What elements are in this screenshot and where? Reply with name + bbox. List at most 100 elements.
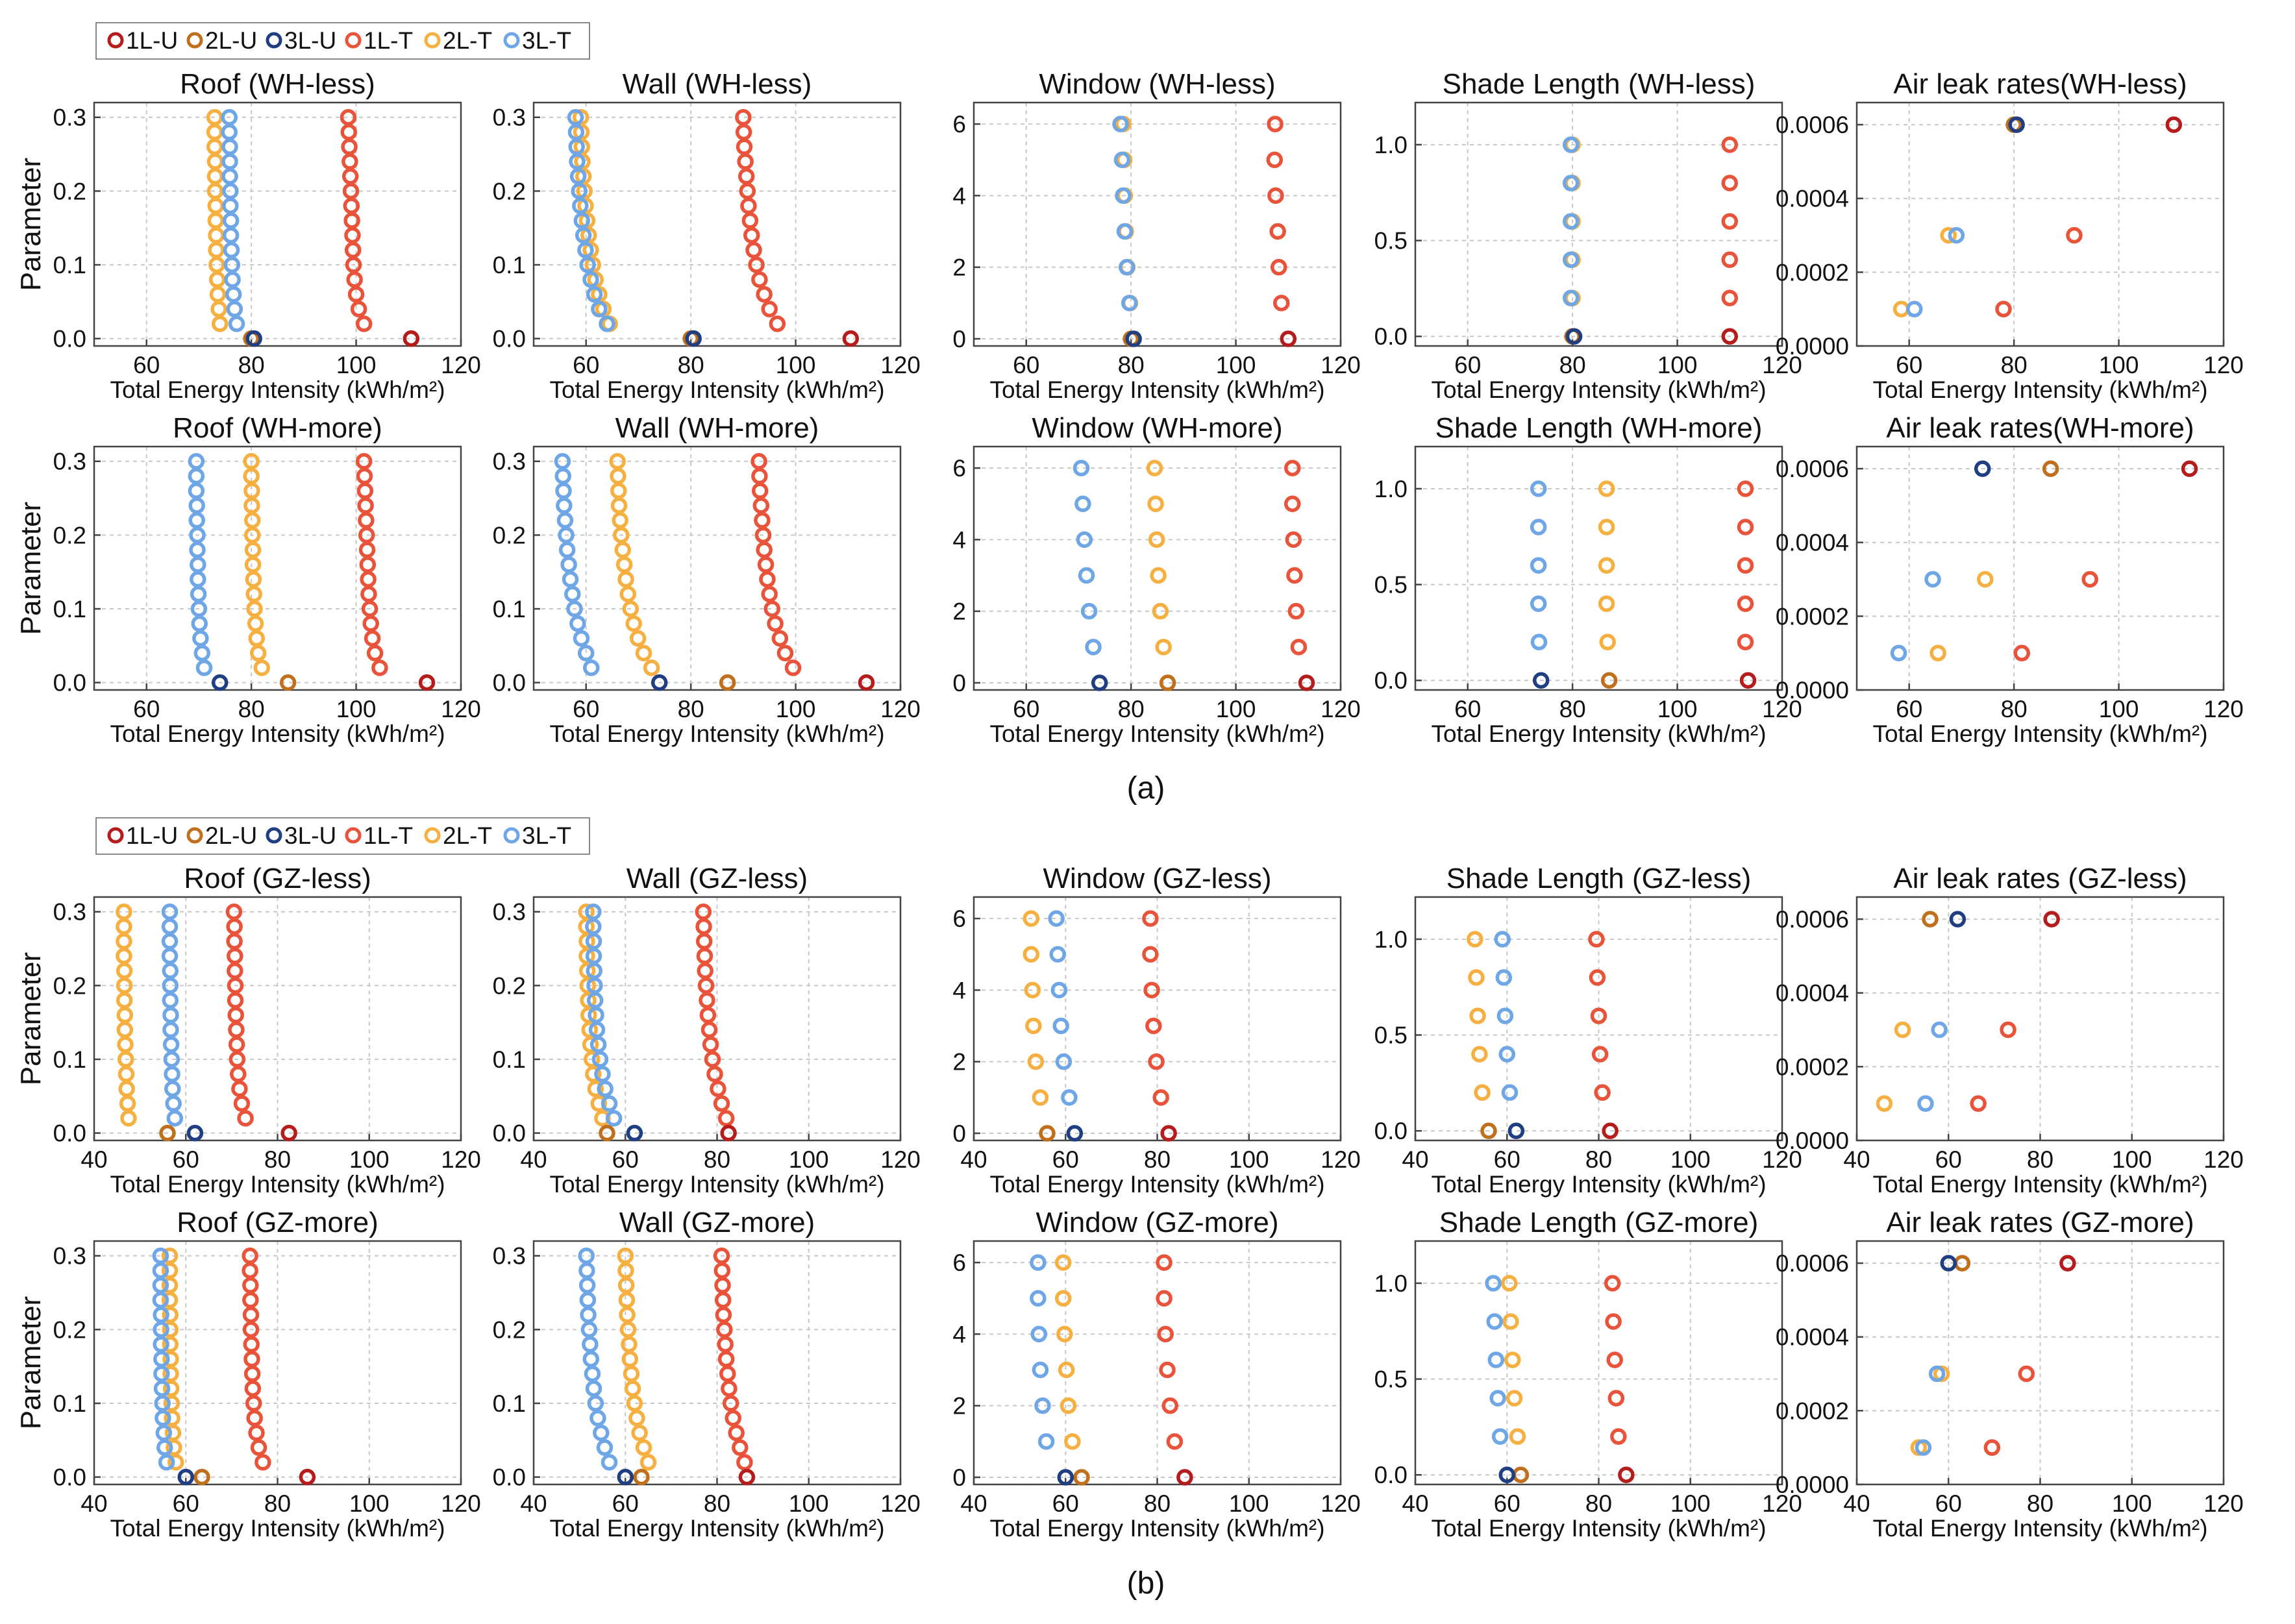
data-point-3L-T bbox=[1032, 1361, 1049, 1379]
data-point-1L-T bbox=[728, 1424, 745, 1442]
y-tick-label: 0.3 bbox=[493, 899, 526, 926]
caption-a: (a) bbox=[1127, 771, 1165, 806]
data-point-1L-T bbox=[761, 585, 778, 603]
data-point-1L-T bbox=[1606, 1351, 1623, 1368]
data-point-3L-T bbox=[1530, 519, 1547, 535]
y-tick-label: 0.0000 bbox=[1776, 1127, 1849, 1154]
data-point-3L-U bbox=[685, 330, 702, 347]
data-point-1L-T bbox=[360, 571, 377, 588]
data-point-2L-T bbox=[167, 1454, 184, 1471]
data-point-1L-T bbox=[1157, 1325, 1174, 1343]
data-point-1L-T bbox=[360, 585, 377, 603]
data-point-3L-T bbox=[190, 556, 206, 573]
data-point-1L-T bbox=[1721, 175, 1739, 191]
data-point-3L-T bbox=[1486, 1313, 1503, 1330]
data-point-1L-T bbox=[1591, 1046, 1609, 1063]
data-point-1L-T bbox=[358, 511, 375, 529]
data-point-2L-T bbox=[209, 286, 227, 303]
y-tick-label: 0.0 bbox=[493, 1120, 526, 1147]
x-tick-label: 120 bbox=[1321, 352, 1361, 378]
data-point-3L-U bbox=[1949, 911, 1966, 928]
chart-title: Window (GZ-more) bbox=[1036, 1207, 1278, 1238]
data-point-2L-T bbox=[629, 630, 647, 647]
data-point-1L-T bbox=[1594, 1084, 1611, 1101]
chart-title: Roof (WH-less) bbox=[180, 68, 375, 100]
data-point-1L-T bbox=[1166, 1433, 1184, 1450]
x-tick-label: 60 bbox=[133, 352, 160, 378]
data-point-1L-T bbox=[1605, 1313, 1622, 1330]
data-point-1L-T bbox=[754, 511, 771, 529]
y-tick-label: 0.0004 bbox=[1776, 1324, 1849, 1351]
x-tick-label: 120 bbox=[1321, 696, 1361, 722]
y-tick-label: 1.0 bbox=[1374, 1270, 1408, 1297]
data-point-3L-T bbox=[1085, 639, 1102, 656]
x-tick-label: 60 bbox=[1935, 1490, 1962, 1517]
chart-panel: Roof (GZ-more) 40 60 80 100 120 0.0 0.1 0.2 0.3 To… bbox=[15, 1207, 481, 1542]
plot-frame bbox=[93, 101, 462, 347]
data-point-2L-T bbox=[582, 1036, 599, 1053]
data-point-3L-T bbox=[153, 1351, 170, 1368]
y-tick-label: 0.2 bbox=[53, 1316, 86, 1343]
x-tick-label: 120 bbox=[2203, 1146, 2244, 1173]
data-point-1L-U bbox=[1160, 1125, 1177, 1142]
data-point-3L-T bbox=[1562, 213, 1580, 230]
plot-frame bbox=[532, 1240, 902, 1486]
y-tick-label: 0.1 bbox=[493, 1046, 526, 1073]
data-point-3L-T bbox=[221, 167, 238, 185]
x-axis-label: Total Energy Intensity (kWh/m²) bbox=[549, 376, 884, 403]
data-point-3L-T bbox=[1562, 289, 1580, 306]
data-point-2L-T bbox=[614, 541, 631, 558]
legend-marker-3L-T bbox=[503, 827, 520, 844]
x-tick-label: 120 bbox=[441, 352, 481, 378]
data-point-2L-T bbox=[572, 108, 589, 126]
data-point-3L-U bbox=[1974, 460, 1991, 477]
data-point-2L-U bbox=[719, 674, 736, 691]
data-point-1L-T bbox=[1284, 460, 1301, 476]
x-axis-label: Total Energy Intensity (kWh/m²) bbox=[549, 1171, 884, 1198]
data-point-1L-T bbox=[344, 227, 361, 244]
y-tick-label: 0.0002 bbox=[1776, 259, 1849, 286]
data-point-1L-T bbox=[725, 1409, 741, 1427]
data-point-2L-T bbox=[618, 1292, 636, 1309]
x-tick-label: 120 bbox=[441, 1146, 481, 1173]
chart-panel: Shade Length (GZ-more) 40 60 80 100 120 0.0 0.5… bbox=[1374, 1207, 1802, 1542]
data-point-3L-T bbox=[1076, 531, 1093, 548]
x-tick-label: 80 bbox=[1559, 696, 1586, 722]
data-point-2L-T bbox=[1024, 981, 1041, 999]
legend-marker-2L-U bbox=[186, 32, 203, 49]
x-axis-label: Total Energy Intensity (kWh/m²) bbox=[110, 720, 445, 747]
legend-label-1L-T: 1L-T bbox=[364, 27, 413, 54]
data-point-1L-U bbox=[720, 1124, 737, 1142]
y-tick-label: 0.5 bbox=[1374, 572, 1408, 598]
data-point-2L-T bbox=[1023, 946, 1040, 963]
x-tick-label: 60 bbox=[1896, 696, 1922, 722]
data-point-3L-U bbox=[245, 330, 262, 347]
plot-frame bbox=[532, 896, 902, 1142]
data-point-3L-T bbox=[1562, 251, 1580, 268]
data-point-2L-T bbox=[206, 182, 224, 200]
y-tick-label: 0.2 bbox=[53, 178, 86, 204]
data-point-1L-T bbox=[359, 556, 377, 573]
y-tick-label: 0.3 bbox=[493, 1243, 526, 1270]
y-tick-label: 4 bbox=[952, 1321, 966, 1347]
data-point-2L-U bbox=[2042, 460, 2059, 477]
y-tick-label: 0.5 bbox=[1374, 1022, 1408, 1049]
y-tick-label: 0.0006 bbox=[1776, 456, 1849, 482]
data-point-1L-T bbox=[741, 212, 759, 229]
data-point-3L-T bbox=[1037, 1433, 1055, 1450]
x-tick-label: 80 bbox=[1144, 1146, 1171, 1173]
data-point-2L-T bbox=[612, 511, 628, 529]
data-point-2L-T bbox=[619, 585, 637, 603]
data-point-1L-T bbox=[244, 1380, 262, 1397]
data-point-1L-T bbox=[248, 1424, 265, 1442]
data-point-2L-T bbox=[590, 1095, 608, 1112]
data-point-3L-T bbox=[161, 918, 179, 935]
data-point-3L-T bbox=[1530, 557, 1547, 574]
plot-frame bbox=[1855, 445, 2225, 691]
data-point-2L-T bbox=[118, 1065, 135, 1083]
data-point-3L-T bbox=[192, 630, 209, 647]
data-point-1L-T bbox=[246, 1409, 263, 1427]
data-point-3L-T bbox=[1501, 1084, 1519, 1101]
data-point-1L-T bbox=[243, 1365, 261, 1383]
y-axis-label: Parameter bbox=[15, 158, 47, 291]
